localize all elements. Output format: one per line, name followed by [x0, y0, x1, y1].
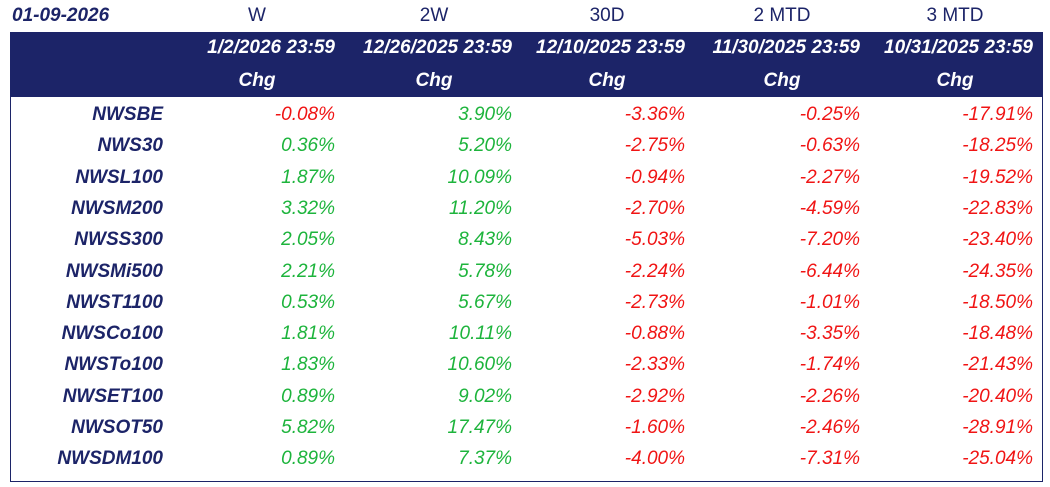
change-value: -0.94% [624, 166, 685, 188]
change-value: -2.73% [624, 291, 685, 313]
change-value: -2.70% [624, 197, 685, 219]
row-label: NWSS300 [74, 229, 163, 251]
report-date: 01-09-2026 [12, 5, 110, 26]
period-date: 11/30/2025 23:59 [712, 37, 860, 58]
change-value: -0.88% [624, 323, 685, 345]
change-value: 1.81% [281, 323, 335, 345]
change-value: -2.33% [624, 354, 685, 376]
period-label: 30D [589, 5, 625, 26]
change-value: 11.20% [448, 197, 512, 219]
change-value: 5.67% [458, 291, 512, 313]
row-label: NWSBE [92, 104, 163, 125]
row-label: NWSTo100 [64, 354, 163, 376]
change-label: Chg [588, 70, 626, 91]
period-date: 1/2/2026 23:59 [207, 37, 335, 58]
period-label: 3 MTD [926, 5, 984, 26]
period-label: 2W [419, 5, 449, 26]
change-value: 10.11% [448, 323, 512, 345]
change-value: -3.36% [624, 104, 685, 125]
change-value: 10.09% [447, 166, 512, 188]
change-value: -28.91% [962, 417, 1033, 438]
change-label: Chg [238, 70, 276, 91]
change-value: -7.20% [799, 229, 860, 251]
change-value: 17.47% [447, 417, 512, 438]
change-value: -24.35% [962, 260, 1033, 282]
change-value: -20.40% [962, 385, 1033, 407]
change-value: -4.00% [624, 448, 685, 470]
change-value: -1.60% [624, 417, 685, 438]
header-band [10, 32, 1043, 97]
change-label: Chg [763, 70, 801, 91]
change-value: -18.48% [962, 323, 1033, 345]
change-value: -2.24% [624, 260, 685, 282]
change-value: -23.40% [962, 229, 1033, 251]
period-date: 10/31/2025 23:59 [884, 37, 1033, 58]
change-value: 7.37% [458, 448, 512, 470]
change-value: -2.92% [624, 385, 685, 407]
change-value: 0.89% [281, 448, 335, 470]
change-value: -5.03% [624, 229, 685, 251]
change-value: 10.60% [447, 354, 512, 376]
change-label: Chg [415, 70, 453, 91]
change-value: -18.50% [962, 291, 1033, 313]
change-value: 5.82% [281, 417, 335, 438]
period-date: 12/10/2025 23:59 [536, 37, 685, 58]
change-value: 8.43% [458, 229, 512, 251]
change-value: -22.83% [962, 197, 1033, 219]
period-date: 12/26/2025 23:59 [363, 37, 512, 58]
change-value: -3.35% [799, 323, 860, 345]
change-value: -19.52% [962, 166, 1033, 188]
change-value: -7.31% [799, 448, 860, 470]
row-label: NWST1100 [66, 291, 163, 313]
row-label: NWS30 [97, 135, 163, 157]
change-value: 0.36% [281, 135, 335, 157]
change-value: -2.75% [624, 135, 685, 157]
change-value: 1.87% [281, 166, 335, 188]
change-value: -17.91% [962, 104, 1033, 125]
change-value: 0.89% [281, 385, 335, 407]
row-label: NWSL100 [75, 166, 163, 188]
change-value: 1.83% [281, 354, 335, 376]
period-label: 2 MTD [753, 5, 811, 26]
change-value: 0.53% [281, 291, 335, 313]
change-value: -4.59% [799, 197, 860, 219]
row-label: NWSDM100 [57, 448, 163, 470]
change-value: -0.25% [799, 104, 860, 125]
row-label: NWSCo100 [61, 323, 163, 345]
change-value: -21.43% [962, 354, 1033, 376]
period-label: W [248, 5, 266, 26]
change-value: -2.46% [799, 417, 860, 438]
change-value: -0.08% [274, 104, 335, 125]
change-value: -18.25% [962, 135, 1033, 157]
change-value: -0.63% [799, 135, 860, 157]
change-label: Chg [936, 70, 974, 91]
change-value: 3.32% [281, 197, 335, 219]
change-value: 2.21% [281, 260, 335, 282]
row-label: NWSM200 [71, 197, 163, 219]
change-value: 5.20% [458, 135, 512, 157]
change-value: -2.26% [799, 385, 860, 407]
change-value: -1.74% [799, 354, 860, 376]
table-body [10, 97, 1043, 482]
change-value: 2.05% [281, 229, 335, 251]
row-label: NWSMi500 [65, 260, 163, 282]
change-value: -6.44% [799, 260, 860, 282]
row-label: NWSET100 [62, 385, 163, 407]
change-value: 5.78% [458, 260, 512, 282]
change-value: -1.01% [799, 291, 860, 313]
row-label: NWSOT50 [71, 417, 163, 438]
change-value: -2.27% [799, 166, 860, 188]
change-value: -25.04% [962, 448, 1033, 470]
change-value: 3.90% [458, 104, 512, 125]
change-value: 9.02% [458, 385, 512, 407]
